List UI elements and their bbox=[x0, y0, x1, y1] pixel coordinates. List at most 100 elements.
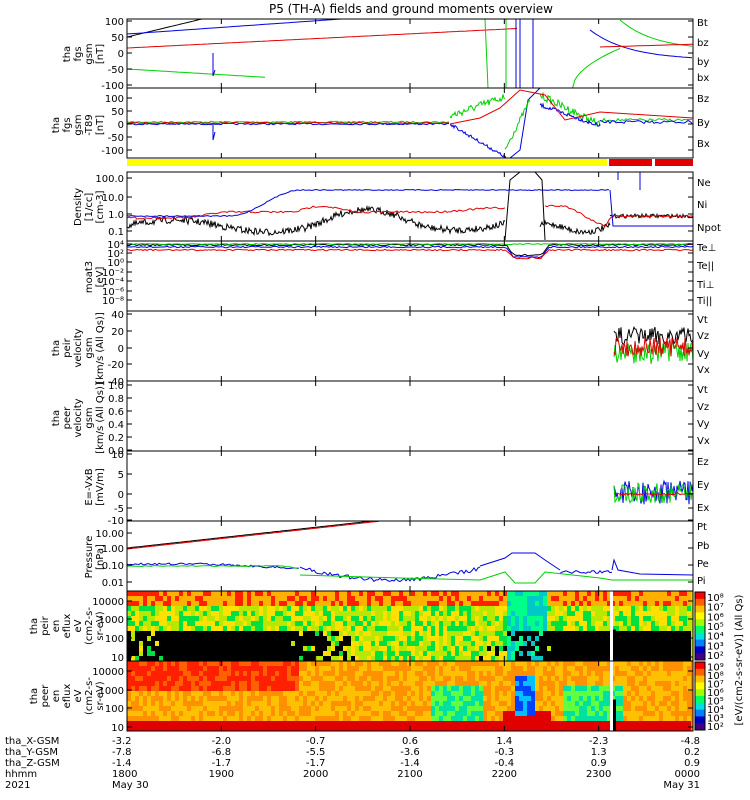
spec-cell bbox=[503, 631, 507, 636]
spec-cell bbox=[219, 651, 223, 656]
spec-cell bbox=[363, 611, 367, 616]
spec-cell bbox=[183, 701, 187, 706]
spec-cell bbox=[187, 611, 191, 616]
spec-cell bbox=[687, 651, 691, 656]
spec-cell bbox=[563, 661, 567, 666]
spec-cell bbox=[375, 716, 379, 721]
spec-cell bbox=[147, 711, 151, 716]
spec-cell bbox=[423, 616, 427, 621]
spec-cell bbox=[431, 721, 435, 726]
spec-cell bbox=[339, 661, 343, 666]
spec-cell bbox=[559, 611, 563, 616]
spec-cell bbox=[331, 641, 335, 646]
spec-cell bbox=[615, 696, 619, 701]
spec-cell bbox=[591, 681, 595, 686]
spec-cell bbox=[547, 716, 551, 721]
spec-cell bbox=[443, 661, 447, 666]
spec-cell bbox=[267, 671, 271, 676]
spec-cell bbox=[267, 706, 271, 711]
spec-cell bbox=[519, 596, 523, 601]
spec-cell bbox=[559, 591, 563, 596]
spec-cell bbox=[359, 721, 363, 726]
spec-cell bbox=[491, 641, 495, 646]
spec-cell bbox=[591, 611, 595, 616]
spec-cell bbox=[263, 616, 267, 621]
spec-cell bbox=[659, 711, 663, 716]
spec-cell bbox=[547, 711, 551, 716]
spec-cell bbox=[607, 686, 611, 691]
spec-cell bbox=[275, 591, 279, 596]
x-row-value: -5.5 bbox=[306, 747, 326, 758]
spec-cell bbox=[235, 666, 239, 671]
spec-cell bbox=[523, 666, 527, 671]
spec-cell bbox=[451, 676, 455, 681]
spec-cell bbox=[539, 696, 543, 701]
spec-cell bbox=[327, 636, 331, 641]
spec-cell bbox=[579, 621, 583, 626]
spec-cell bbox=[243, 671, 247, 676]
spec-cell bbox=[683, 626, 687, 631]
spec-cell bbox=[331, 626, 335, 631]
spec-cell bbox=[227, 671, 231, 676]
spec-cell bbox=[643, 721, 647, 726]
spec-cell bbox=[347, 701, 351, 706]
spec-cell bbox=[343, 706, 347, 711]
spec-cell bbox=[215, 611, 219, 616]
spec-cell bbox=[191, 641, 195, 646]
spec-cell bbox=[367, 616, 371, 621]
spec-cell bbox=[479, 696, 483, 701]
spec-cell bbox=[167, 596, 171, 601]
ni-trace-2 bbox=[539, 219, 611, 235]
spec-cell bbox=[315, 631, 319, 636]
spec-cell bbox=[663, 656, 667, 661]
spec-cell bbox=[463, 621, 467, 626]
spec-cell bbox=[331, 591, 335, 596]
spec-cell bbox=[531, 676, 535, 681]
spec-cell bbox=[583, 691, 587, 696]
spec-cell bbox=[327, 606, 331, 611]
spec-cell bbox=[655, 671, 659, 676]
spec-cell bbox=[527, 701, 531, 706]
spec-cell bbox=[187, 691, 191, 696]
spec-cell bbox=[687, 701, 691, 706]
spec-cell bbox=[531, 601, 535, 606]
spec-cell bbox=[311, 716, 315, 721]
spec-cell bbox=[351, 656, 355, 661]
ey-trace bbox=[613, 482, 694, 504]
spec-cell bbox=[427, 616, 431, 621]
spec-cell bbox=[247, 596, 251, 601]
spec-cell bbox=[411, 626, 415, 631]
spec-cell bbox=[347, 716, 351, 721]
spec-cell bbox=[583, 701, 587, 706]
spec-cell bbox=[151, 591, 155, 596]
spec-cell bbox=[523, 591, 527, 596]
spec-cell bbox=[279, 636, 283, 641]
spec-cell bbox=[299, 691, 303, 696]
spec-cell bbox=[151, 611, 155, 616]
spec-cell bbox=[423, 706, 427, 711]
spec-cell bbox=[427, 696, 431, 701]
spec-cell bbox=[219, 681, 223, 686]
spec-cell bbox=[327, 596, 331, 601]
spec-cell bbox=[355, 631, 359, 636]
spec-cell bbox=[259, 641, 263, 646]
spec-cell bbox=[319, 626, 323, 631]
spec-cell bbox=[275, 706, 279, 711]
spec-cell bbox=[687, 621, 691, 626]
spec-cell bbox=[139, 646, 143, 651]
spec-cell bbox=[547, 656, 551, 661]
legend-entry: Te⊥ bbox=[696, 243, 716, 254]
spec-cell bbox=[267, 646, 271, 651]
spec-cell bbox=[307, 591, 311, 596]
spec-cell bbox=[479, 721, 483, 726]
spec-cell bbox=[243, 601, 247, 606]
spec-cell bbox=[207, 711, 211, 716]
spec-cell bbox=[395, 721, 399, 726]
x-row-value: -1.7 bbox=[306, 758, 326, 769]
spec-cell bbox=[479, 641, 483, 646]
spec-cell bbox=[183, 681, 187, 686]
spec-cell bbox=[487, 681, 491, 686]
spec-cell bbox=[283, 596, 287, 601]
spec-cell bbox=[339, 646, 343, 651]
spec-cell bbox=[251, 651, 255, 656]
